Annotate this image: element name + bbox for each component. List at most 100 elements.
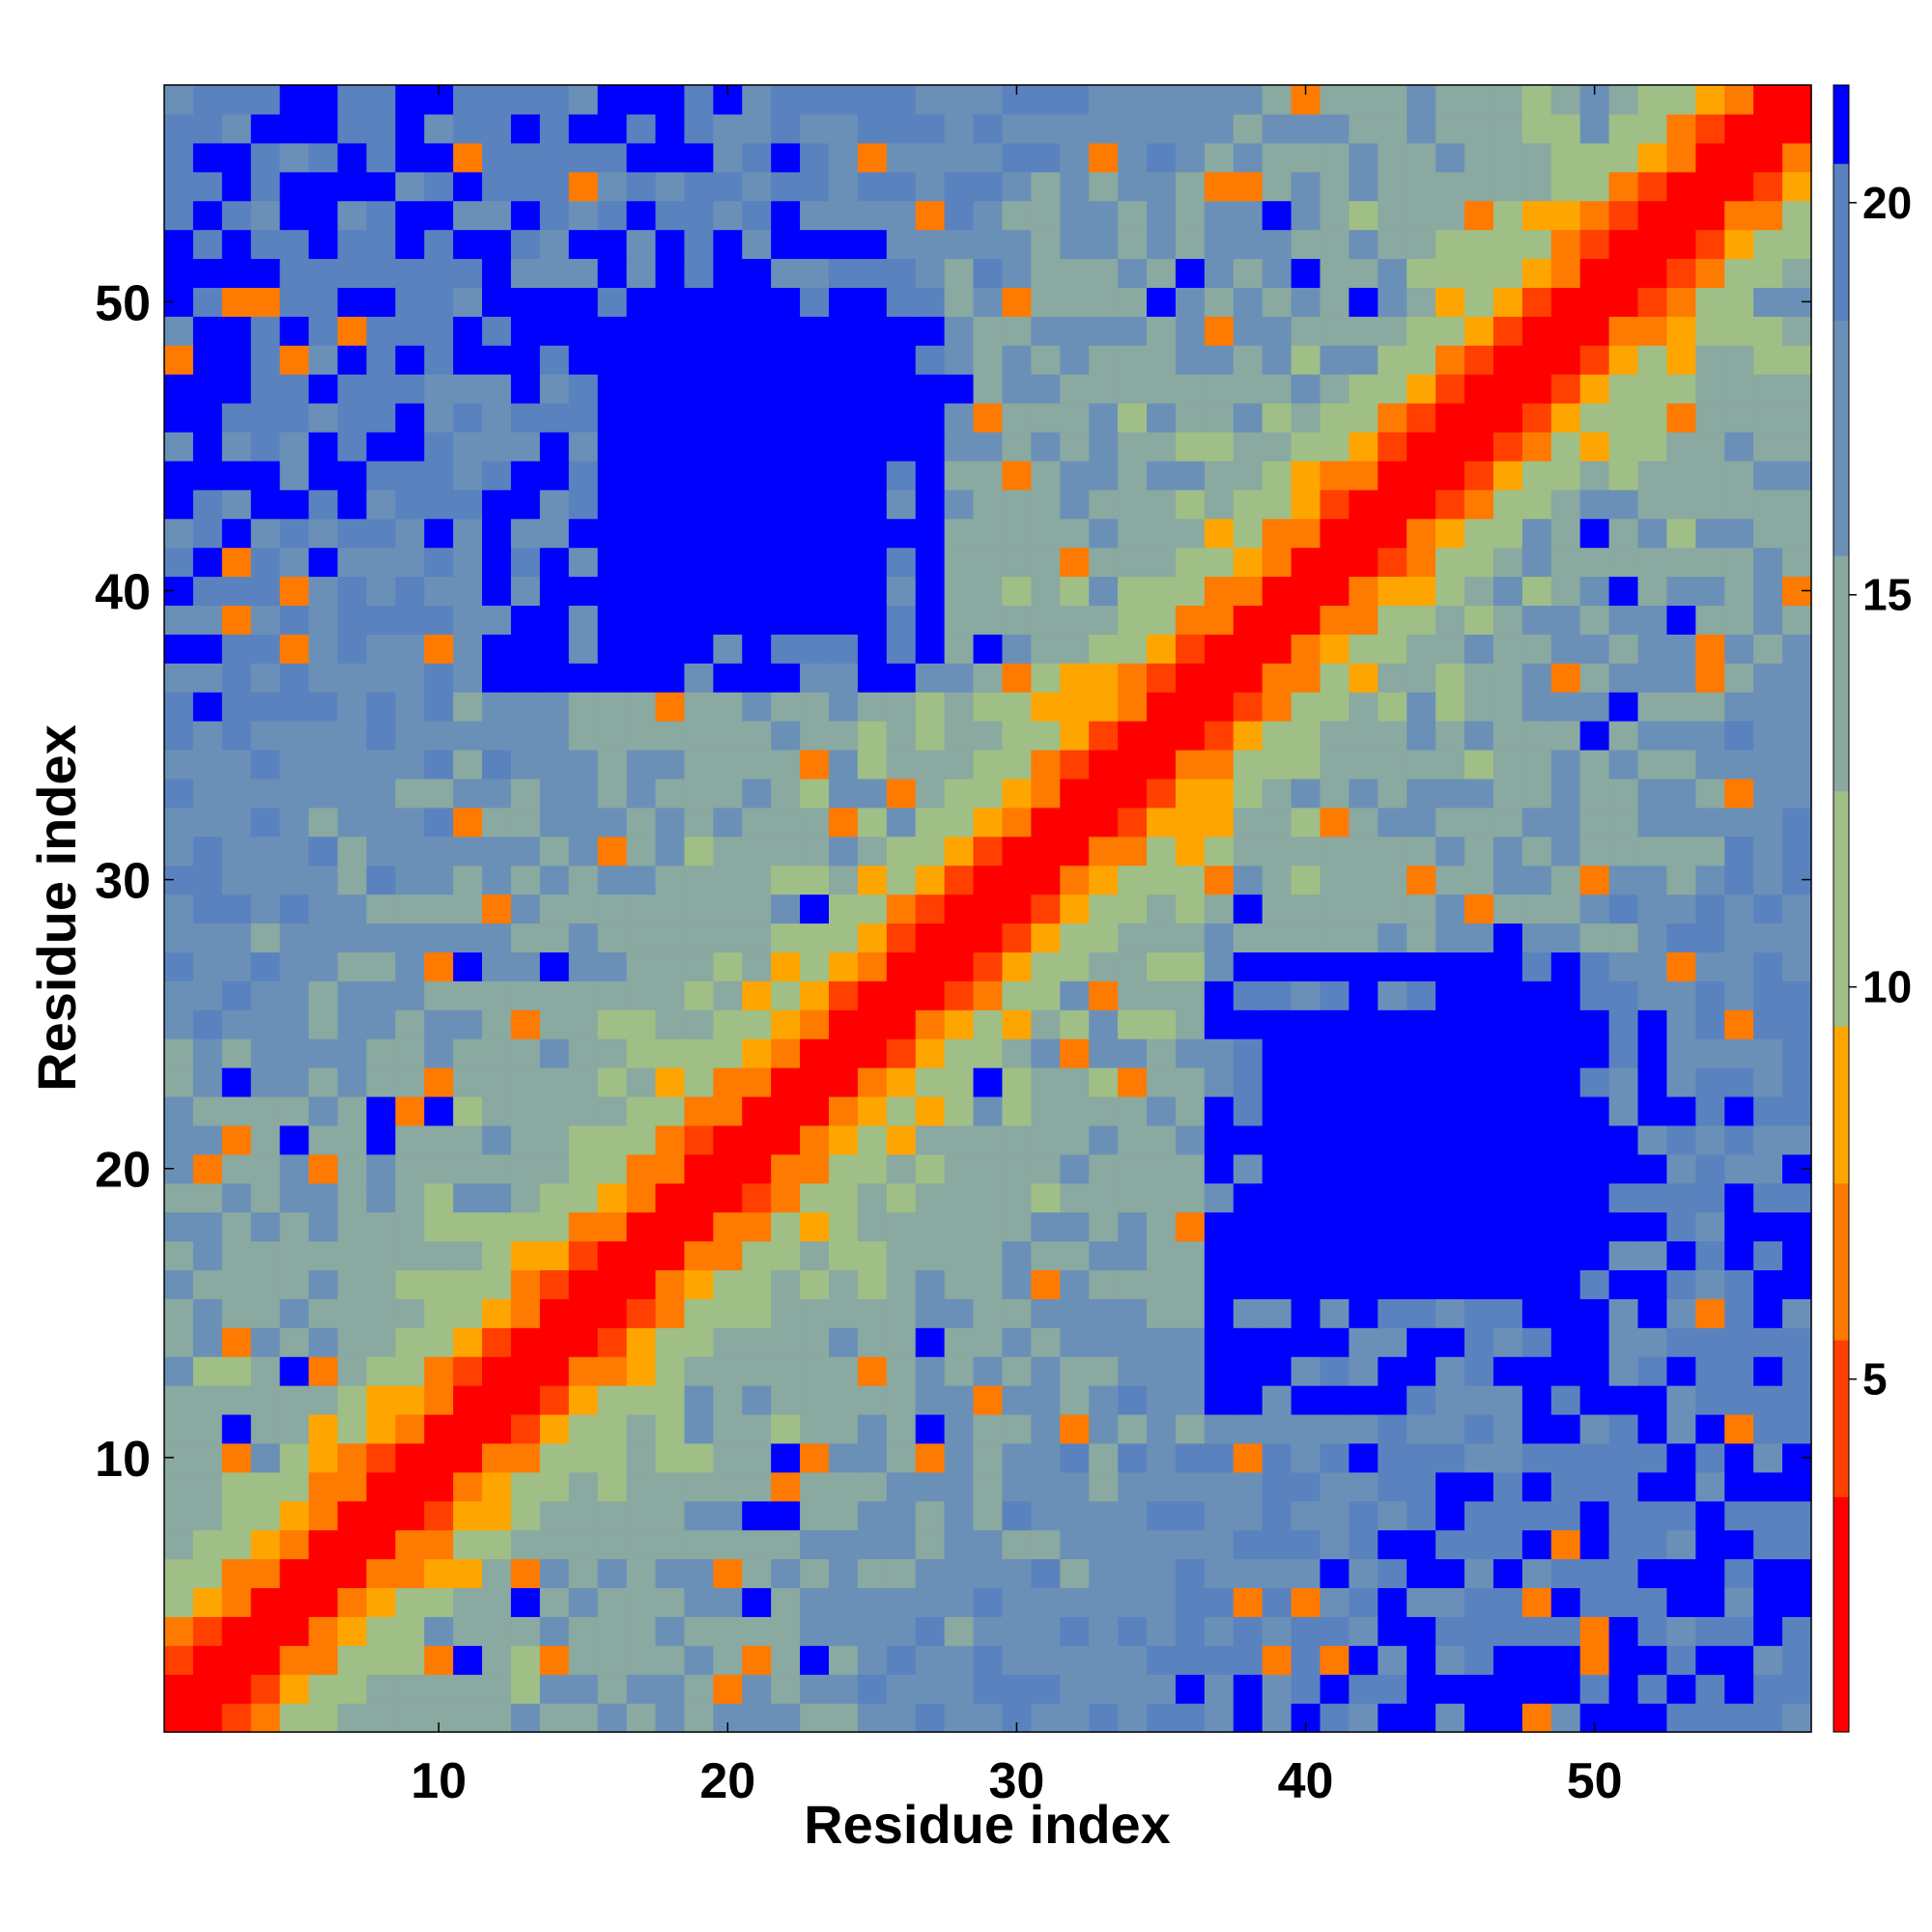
heatmap-cell: [713, 605, 743, 635]
heatmap-cell: [250, 1211, 281, 1242]
heatmap-cell: [1637, 692, 1668, 722]
heatmap-cell: [1204, 1442, 1235, 1473]
heatmap-cell: [1147, 258, 1177, 288]
heatmap-cell: [1579, 374, 1610, 404]
heatmap-cell: [742, 807, 772, 838]
heatmap-cell: [1637, 865, 1668, 895]
heatmap-cell: [1204, 692, 1235, 722]
heatmap-cell: [684, 113, 714, 144]
heatmap-cell: [973, 113, 1004, 144]
heatmap-cell: [1550, 1587, 1581, 1617]
heatmap-cell: [1579, 1240, 1610, 1270]
heatmap-cell: [366, 778, 396, 809]
heatmap-cell: [164, 374, 194, 404]
heatmap-cell: [857, 1385, 888, 1415]
heatmap-cell: [1782, 229, 1812, 260]
heatmap-cell: [1204, 1327, 1235, 1357]
heatmap-cell: [1579, 1327, 1610, 1357]
heatmap-cell: [164, 1298, 194, 1328]
heatmap-cell: [164, 85, 194, 115]
heatmap-cell: [1060, 1500, 1090, 1531]
heatmap-cell: [192, 1211, 223, 1242]
heatmap-cell: [1579, 692, 1610, 722]
heatmap-cell: [1608, 1038, 1639, 1068]
heatmap-cell: [973, 200, 1004, 231]
heatmap-cell: [944, 229, 975, 260]
heatmap-cell: [1782, 1674, 1812, 1704]
heatmap-cell: [1695, 518, 1725, 549]
heatmap-cell: [1492, 1529, 1523, 1560]
heatmap-cell: [771, 113, 801, 144]
heatmap-cell: [886, 1587, 917, 1617]
heatmap-cell: [1492, 1703, 1523, 1733]
heatmap-cell: [857, 1124, 888, 1155]
heatmap-cell: [1608, 345, 1639, 375]
heatmap-cell: [453, 778, 483, 809]
heatmap-cell: [1118, 1529, 1148, 1560]
heatmap-cell: [192, 1356, 223, 1386]
heatmap-cell: [539, 1442, 570, 1473]
heatmap-cell: [1666, 1124, 1696, 1155]
heatmap-cell: [308, 1616, 339, 1646]
heatmap-cell: [1378, 1442, 1407, 1473]
heatmap-cell: [626, 85, 657, 115]
heatmap-cell: [713, 547, 743, 578]
heatmap-cell: [655, 1356, 686, 1386]
heatmap-cell: [1521, 778, 1552, 809]
heatmap-cell: [250, 489, 281, 520]
heatmap-cell: [1031, 1442, 1061, 1473]
heatmap-cell: [1782, 692, 1812, 722]
heatmap-cell: [1579, 1558, 1610, 1589]
heatmap-cell: [250, 287, 281, 317]
heatmap-cell: [1550, 807, 1581, 838]
heatmap-cell: [279, 1616, 310, 1646]
heatmap-cell: [1031, 1674, 1061, 1704]
heatmap-cell: [1349, 1674, 1378, 1704]
heatmap-cell: [1724, 634, 1754, 664]
heatmap-cell: [1204, 85, 1235, 115]
heatmap-cell: [1637, 1240, 1668, 1270]
heatmap-cell: [1089, 894, 1119, 924]
heatmap-cell: [1291, 1067, 1321, 1097]
heatmap-cell: [973, 489, 1004, 520]
heatmap-cell: [1060, 1442, 1090, 1473]
heatmap-cell: [1031, 287, 1061, 317]
heatmap-cell: [395, 403, 425, 433]
heatmap-cell: [800, 749, 830, 780]
heatmap-cell: [1147, 229, 1177, 260]
heatmap-cell: [1782, 894, 1812, 924]
heatmap-cell: [828, 1298, 859, 1328]
heatmap-cell: [1637, 980, 1668, 1010]
heatmap-cell: [1060, 1211, 1090, 1242]
heatmap-cell: [1147, 403, 1177, 433]
heatmap-cell: [1782, 1009, 1812, 1039]
heatmap-cell: [539, 1500, 570, 1531]
heatmap-cell: [857, 1529, 888, 1560]
heatmap-cell: [1031, 547, 1061, 578]
heatmap-cell: [1637, 460, 1668, 491]
heatmap-cell: [597, 1558, 628, 1589]
heatmap-cell: [510, 1009, 541, 1039]
heatmap-cell: [1349, 171, 1378, 202]
heatmap-cell: [1406, 1269, 1436, 1299]
heatmap-cell: [1753, 778, 1783, 809]
heatmap-cell: [1579, 1442, 1610, 1473]
heatmap-cell: [453, 1153, 483, 1184]
heatmap-cell: [1204, 634, 1235, 664]
heatmap-cell: [192, 1674, 223, 1704]
heatmap-cell: [1579, 1413, 1610, 1444]
heatmap-cell: [1262, 403, 1293, 433]
heatmap-cell: [1291, 1442, 1321, 1473]
heatmap-cell: [1002, 403, 1032, 433]
heatmap-cell: [279, 1211, 310, 1242]
heatmap-cell: [539, 403, 570, 433]
heatmap-cell: [1118, 1587, 1148, 1617]
heatmap-cell: [915, 721, 946, 751]
heatmap-cell: [1089, 1356, 1119, 1386]
heatmap-cell: [1320, 836, 1350, 867]
heatmap-cell: [510, 1240, 541, 1270]
heatmap-cell: [1233, 1529, 1264, 1560]
heatmap-cell: [1782, 749, 1812, 780]
heatmap-cell: [655, 1587, 686, 1617]
heatmap-cell: [886, 634, 917, 664]
